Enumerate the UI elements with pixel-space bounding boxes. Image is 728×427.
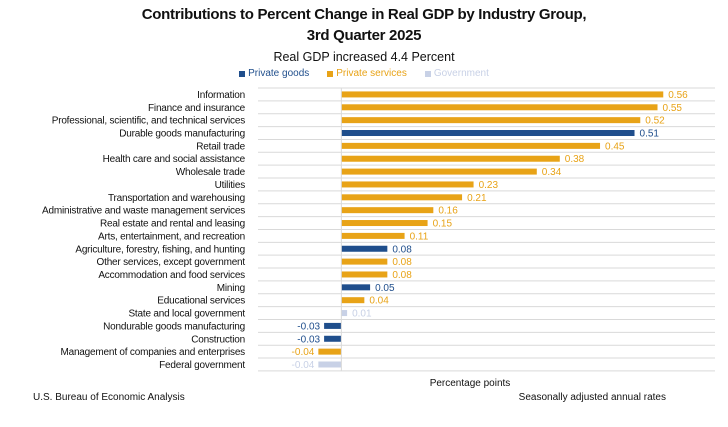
category-label: Educational services <box>157 296 245 307</box>
bar <box>341 104 658 111</box>
bar <box>341 155 560 162</box>
bar <box>341 284 371 291</box>
legend-swatch <box>327 70 334 77</box>
data-label: 0.15 <box>433 219 453 230</box>
data-label: 0.34 <box>542 167 562 178</box>
data-label: 0.21 <box>467 193 487 204</box>
data-label: 0.56 <box>668 90 688 101</box>
legend-label: Government <box>433 68 489 79</box>
data-label: 0.45 <box>605 141 625 152</box>
legend: Private goods Private services Governmen… <box>0 68 728 79</box>
data-label: -0.03 <box>297 334 320 345</box>
category-label: Wholesale trade <box>176 167 246 178</box>
category-label: Management of companies and enterprises <box>60 347 245 358</box>
category-label: Accommodation and food services <box>98 270 245 281</box>
category-label: Federal government <box>159 360 245 371</box>
bar <box>341 232 405 239</box>
rates-note: Seasonally adjusted annual rates <box>518 392 666 403</box>
legend-item-private-goods: Private goods <box>239 68 309 79</box>
data-label: -0.03 <box>297 321 320 332</box>
bar <box>341 142 601 149</box>
category-label: Mining <box>217 283 245 294</box>
category-label: Administrative and waste management serv… <box>42 206 245 217</box>
chart-subtitle: Real GDP increased 4.4 Percent <box>273 50 455 64</box>
bar <box>324 335 342 342</box>
category-label: Utilities <box>215 180 246 191</box>
chart-title: Contributions to Percent Change in Real … <box>141 6 587 23</box>
data-label: 0.05 <box>375 283 395 294</box>
bar <box>341 245 388 252</box>
category-label: Professional, scientific, and technical … <box>52 116 245 127</box>
category-label: Durable goods manufacturing <box>119 129 245 140</box>
data-label: -0.04 <box>292 360 315 371</box>
category-label: State and local government <box>128 309 245 320</box>
data-label: 0.52 <box>645 116 665 127</box>
category-label: Real estate and rental and leasing <box>100 219 245 230</box>
legend-label: Private goods <box>248 68 310 79</box>
bar <box>341 91 664 98</box>
bar <box>341 220 428 227</box>
bar <box>341 207 434 214</box>
x-axis-label: Percentage points <box>429 378 511 389</box>
data-label: 0.16 <box>438 206 458 217</box>
data-label: 0.08 <box>392 257 412 268</box>
data-label: 0.04 <box>369 296 389 307</box>
legend-item-government: Government <box>424 68 489 79</box>
category-label: Agriculture, forestry, fishing, and hunt… <box>75 244 245 255</box>
legend-item-private-services: Private services <box>327 68 407 79</box>
category-label: Health care and social assistance <box>103 154 246 165</box>
bar <box>318 361 342 368</box>
bar <box>318 348 342 355</box>
legend-label: Private services <box>336 68 407 79</box>
data-label: 0.55 <box>663 103 683 114</box>
bar <box>341 297 365 304</box>
data-label: 0.11 <box>410 231 429 242</box>
chart-title-line2: 3rd Quarter 2025 <box>306 27 422 44</box>
category-label: Other services, except government <box>97 257 246 268</box>
bar <box>341 117 641 124</box>
bar <box>341 258 388 265</box>
bar <box>341 181 474 188</box>
category-label: Information <box>197 90 245 101</box>
data-label: 0.08 <box>392 270 412 281</box>
source-note: U.S. Bureau of Economic Analysis <box>33 392 185 403</box>
legend-swatch <box>424 70 431 77</box>
category-label: Arts, entertainment, and recreation <box>98 231 245 242</box>
bar <box>324 322 342 329</box>
category-label: Transportation and warehousing <box>108 193 245 204</box>
bar <box>341 271 388 278</box>
bar <box>341 130 635 137</box>
data-label: 0.01 <box>352 309 372 320</box>
category-label: Retail trade <box>196 141 245 152</box>
data-label: 0.51 <box>640 129 660 140</box>
data-label: 0.23 <box>479 180 499 191</box>
data-label: -0.04 <box>292 347 315 358</box>
data-label: 0.38 <box>565 154 585 165</box>
bar <box>341 194 463 201</box>
category-label: Construction <box>191 334 245 345</box>
bar <box>341 168 537 175</box>
category-label: Finance and insurance <box>148 103 246 114</box>
bar <box>341 310 348 317</box>
legend-swatch <box>239 70 246 77</box>
category-label: Nondurable goods manufacturing <box>103 321 245 332</box>
data-label: 0.08 <box>392 244 412 255</box>
